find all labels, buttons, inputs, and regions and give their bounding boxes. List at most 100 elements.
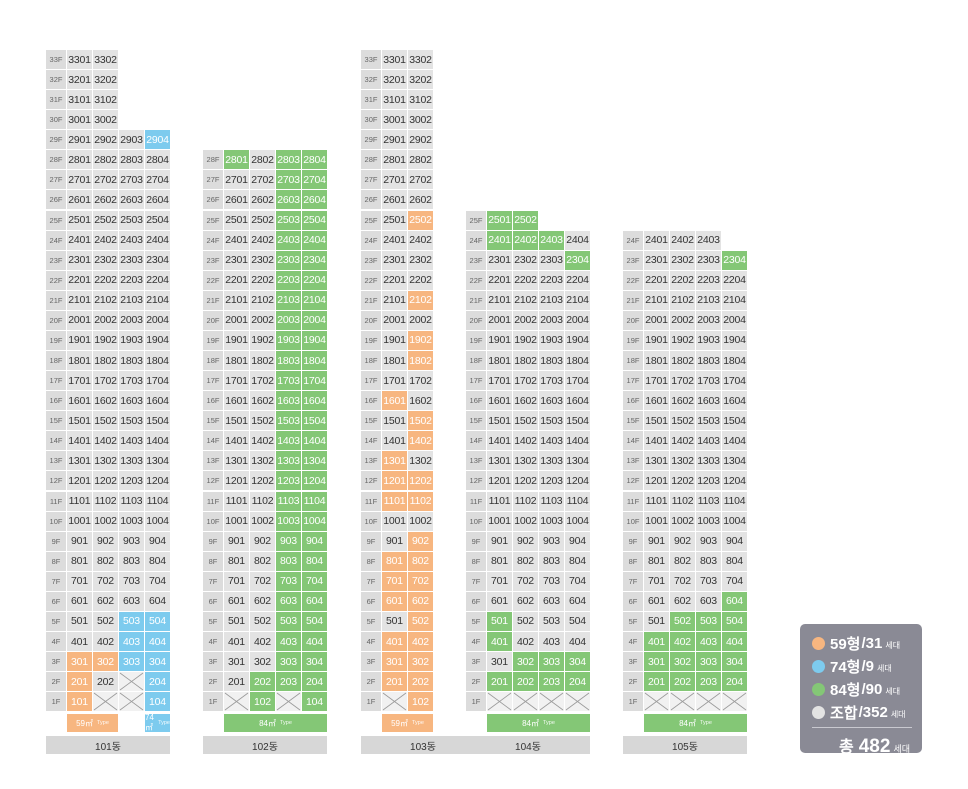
no-unit-cell <box>644 692 669 712</box>
unit-cell: 1604 <box>302 391 327 411</box>
unit-cell: 603 <box>276 591 301 611</box>
legend-count: /90 <box>861 681 883 698</box>
unit-cell: 1601 <box>382 391 407 411</box>
unit-cell: 602 <box>250 591 275 611</box>
unit-cell: 3202 <box>408 70 433 90</box>
unit-cell: 2701 <box>224 170 249 190</box>
floor-label: 20F <box>623 310 643 330</box>
unit-cell: 1402 <box>250 431 275 451</box>
floor-label: 24F <box>203 230 223 250</box>
type-bar: 59㎡ Type <box>67 714 118 732</box>
unit-cell: 602 <box>408 591 433 611</box>
unit-cell: 2702 <box>93 170 118 190</box>
unit-cell: 802 <box>408 551 433 571</box>
unit-cell: 2403 <box>119 230 144 250</box>
unit-cell: 1702 <box>670 371 695 391</box>
unit-cell: 2903 <box>119 130 144 150</box>
type-bar: 84㎡ Type <box>644 714 747 732</box>
unit-cell: 1304 <box>722 451 747 471</box>
unit-cell: 201 <box>644 672 669 692</box>
floor-label: 22F <box>46 270 66 290</box>
unit-cell: 1302 <box>513 451 538 471</box>
unit-cell: 2602 <box>408 190 433 210</box>
unit-cell: 2303 <box>119 250 144 270</box>
legend-suffix: 세대 <box>885 640 901 650</box>
unit-cell: 1901 <box>487 330 512 350</box>
no-unit-cell <box>93 692 118 712</box>
legend-item-84: 84형 /90 세대 <box>812 678 912 701</box>
unit-cell: 401 <box>224 632 249 652</box>
unit-cell: 1204 <box>565 471 590 491</box>
unit-cell: 2003 <box>119 310 144 330</box>
unit-cell: 704 <box>145 571 170 591</box>
floor-label: 19F <box>46 330 66 350</box>
unit-cell: 102 <box>250 692 275 712</box>
floor-label: 10F <box>46 511 66 531</box>
unit-cell: 1401 <box>487 431 512 451</box>
unit-cell: 801 <box>67 551 92 571</box>
unit-cell: 1202 <box>513 471 538 491</box>
unit-cell: 1903 <box>539 330 564 350</box>
floor-label: 23F <box>46 250 66 270</box>
unit-cell: 2601 <box>67 190 92 210</box>
unit-cell: 301 <box>67 652 92 672</box>
legend-panel: 59형 /31 세대 74형 /9 세대 84형 /90 세대 조합 /352 … <box>800 624 922 757</box>
unit-cell: 1601 <box>67 391 92 411</box>
unit-cell: 304 <box>302 652 327 672</box>
unit-cell: 1502 <box>670 411 695 431</box>
floor-label: 8F <box>466 551 486 571</box>
floor-label: 25F <box>203 210 223 230</box>
unit-cell: 502 <box>408 611 433 631</box>
unit-cell: 2403 <box>276 230 301 250</box>
floor-label: 9F <box>361 531 381 551</box>
floor-label: 15F <box>203 411 223 431</box>
unit-cell: 2001 <box>67 310 92 330</box>
floor-label: 26F <box>203 190 223 210</box>
unit-cell: 1101 <box>487 491 512 511</box>
no-unit-cell <box>513 692 538 712</box>
unit-cell: 301 <box>644 652 669 672</box>
unit-cell: 1004 <box>565 511 590 531</box>
unit-cell: 2304 <box>722 250 747 270</box>
unit-cell: 2301 <box>67 250 92 270</box>
unit-cell: 1801 <box>382 351 407 371</box>
unit-cell: 204 <box>302 672 327 692</box>
unit-cell: 1401 <box>67 431 92 451</box>
unit-cell: 2001 <box>224 310 249 330</box>
unit-cell: 503 <box>539 611 564 631</box>
unit-cell: 704 <box>565 571 590 591</box>
unit-cell: 2002 <box>670 310 695 330</box>
unit-cell: 404 <box>565 632 590 652</box>
unit-cell: 302 <box>93 652 118 672</box>
unit-cell: 601 <box>67 591 92 611</box>
floor-label: 6F <box>46 591 66 611</box>
unit-cell: 1802 <box>670 351 695 371</box>
unit-cell: 2203 <box>696 270 721 290</box>
unit-cell: 2804 <box>302 150 327 170</box>
unit-cell: 2501 <box>487 210 512 230</box>
floor-label: 23F <box>623 250 643 270</box>
unit-cell: 1301 <box>224 451 249 471</box>
unit-cell: 1103 <box>276 491 301 511</box>
floor-label: 18F <box>623 351 643 371</box>
type-bar: 59㎡ Type <box>382 714 433 732</box>
total-count: 482 <box>858 736 891 757</box>
unit-cell: 2004 <box>145 310 170 330</box>
no-unit-cell <box>565 692 590 712</box>
no-unit-cell <box>119 672 144 692</box>
unit-cell: 2504 <box>145 210 170 230</box>
unit-cell: 2102 <box>250 290 275 310</box>
unit-cell: 601 <box>487 591 512 611</box>
unit-cell: 2302 <box>670 250 695 270</box>
unit-cell: 203 <box>696 672 721 692</box>
unit-cell: 1002 <box>513 511 538 531</box>
unit-cell: 2902 <box>408 130 433 150</box>
unit-cell: 2502 <box>250 210 275 230</box>
unit-cell: 1403 <box>539 431 564 451</box>
floor-label: 18F <box>203 351 223 371</box>
floor-label: 1F <box>466 692 486 712</box>
floor-label: 28F <box>46 150 66 170</box>
unit-cell: 904 <box>302 531 327 551</box>
unit-cell: 304 <box>145 652 170 672</box>
